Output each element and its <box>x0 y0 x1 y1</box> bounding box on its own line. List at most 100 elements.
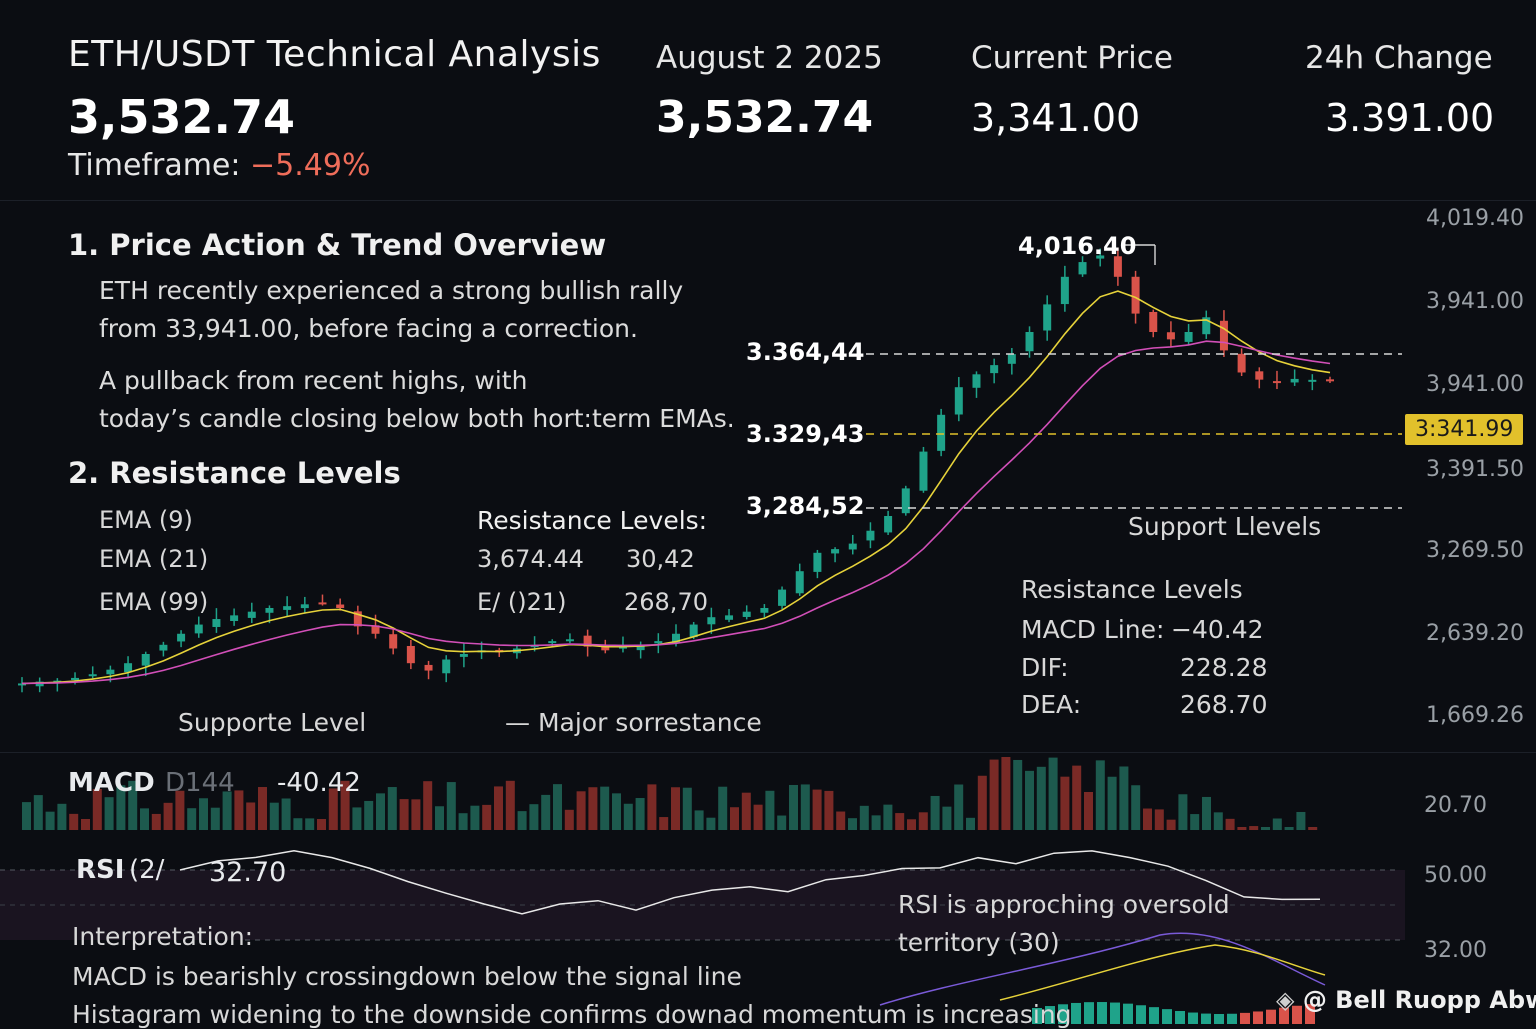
macd-bar <box>128 780 138 830</box>
macd-bar <box>1154 809 1164 830</box>
macd-bar <box>730 807 739 830</box>
candle-body <box>813 552 822 572</box>
macd-bar <box>659 817 669 830</box>
macd-bar <box>564 809 574 830</box>
dif-value: 228.28 <box>1180 653 1268 682</box>
candle-body <box>831 549 840 554</box>
rsi-hist-bar <box>1071 1002 1081 1024</box>
macd-bar <box>1296 811 1306 830</box>
candle-body <box>742 611 751 617</box>
ema-short-line <box>21 290 1331 685</box>
macd-bar <box>529 804 539 830</box>
candle-body <box>760 608 769 613</box>
level2-label: 3.329,43 <box>746 420 865 448</box>
candle-body <box>442 659 451 674</box>
ema99-label: EMA (99) <box>99 588 209 616</box>
rsi-hist-bar <box>1292 1005 1302 1024</box>
candle-body <box>1149 311 1158 332</box>
res-row2-a: E/ ()21) <box>477 588 567 616</box>
candle-body <box>778 589 787 606</box>
candle-body <box>1184 332 1193 342</box>
macd-bar <box>517 811 527 830</box>
macd-bar <box>1036 766 1046 830</box>
macd-bar <box>246 802 256 830</box>
candle-body <box>1096 255 1105 259</box>
macd-bar <box>989 759 999 830</box>
macd-bar <box>482 804 492 830</box>
y-tick-7: 1,669.26 <box>1426 703 1524 728</box>
rsi-hist-bar <box>1136 1005 1146 1024</box>
rsi-hist-bar <box>1240 1012 1250 1024</box>
macd-bar <box>1060 776 1070 830</box>
candle-body <box>601 645 610 651</box>
macd-bar <box>635 798 645 830</box>
rsi-sub: (2/ <box>129 855 165 885</box>
macd-bar <box>812 789 822 830</box>
macd-bar <box>1284 827 1294 830</box>
y-tick-0: 4,019.40 <box>1426 206 1524 231</box>
macd-bar <box>1013 759 1023 830</box>
macd-bar <box>22 802 31 830</box>
rsi-note-2: territory (30) <box>898 928 1060 957</box>
candle-body <box>1255 371 1264 380</box>
section1-line4: today’s candle closing below both hort:t… <box>99 404 735 433</box>
ema-long-line <box>21 340 1331 685</box>
macd-bar <box>541 794 551 830</box>
macd-bar <box>45 811 55 830</box>
macd-bar <box>1001 756 1011 830</box>
macd-bar <box>1131 785 1141 830</box>
macd-bar <box>446 782 456 830</box>
macd-bar <box>588 787 598 830</box>
macd-bar <box>364 800 374 830</box>
macd-bar <box>871 815 881 830</box>
macd-bar <box>789 784 798 830</box>
rsi-hist-bar <box>1175 1011 1185 1024</box>
macd-bar <box>895 813 905 830</box>
y-tick-5: 3,269.50 <box>1426 538 1524 563</box>
macd-bar <box>718 786 728 830</box>
candle-body <box>230 615 239 622</box>
chart-title: ETH/USDT Technical Analysis <box>68 34 601 75</box>
macd-bar <box>352 807 362 830</box>
interpretation-line2: Histagram widening to the downside confi… <box>72 1000 1072 1029</box>
candle-body <box>459 654 468 657</box>
macd-bar <box>836 811 846 830</box>
macd-bar <box>1178 794 1188 830</box>
macd-bar <box>1048 757 1058 830</box>
dif-label: DIF: <box>1021 653 1069 682</box>
candle-body <box>565 639 574 642</box>
macd-bar <box>104 797 114 830</box>
candle-body <box>954 387 963 415</box>
macd-line-label: MACD Line: <box>1021 615 1165 644</box>
macd-bar <box>682 787 692 830</box>
macd-bar <box>387 787 397 830</box>
rsi-hist-bar <box>1253 1011 1263 1024</box>
macd-bar <box>930 795 940 830</box>
rsi-value: 32.70 <box>209 857 287 888</box>
macd-bar <box>647 784 657 830</box>
rsi-hist-bar <box>1045 1006 1055 1024</box>
watermark: ◈ @ Bell Ruopp Abwu <box>1276 986 1536 1014</box>
macd-bar <box>1025 770 1034 830</box>
candle-body <box>1007 354 1016 364</box>
y-tick-4: 3,391.50 <box>1426 457 1524 482</box>
y-tick-2: 3,941.00 <box>1426 372 1524 397</box>
candle-body <box>1290 378 1299 383</box>
macd-bar <box>824 790 834 830</box>
macd-bar <box>494 786 503 830</box>
rsi-hist-bar <box>1123 1003 1133 1024</box>
signal-line-yellow <box>999 944 1326 1001</box>
macd-bar <box>1213 812 1223 830</box>
macd-bar <box>1261 827 1270 830</box>
macd-bar <box>116 785 126 830</box>
candle-body <box>177 633 186 642</box>
macd-bar <box>1084 791 1093 830</box>
macd-bar <box>399 799 409 830</box>
macd-bar <box>435 806 444 830</box>
peak-label: 4,016.40 <box>1018 232 1137 260</box>
macd-bar <box>600 786 610 830</box>
candle-body <box>159 644 168 651</box>
major-resistance-label: — Major sorrestance <box>505 708 762 737</box>
macd-line-value: −40.42 <box>1171 615 1264 644</box>
